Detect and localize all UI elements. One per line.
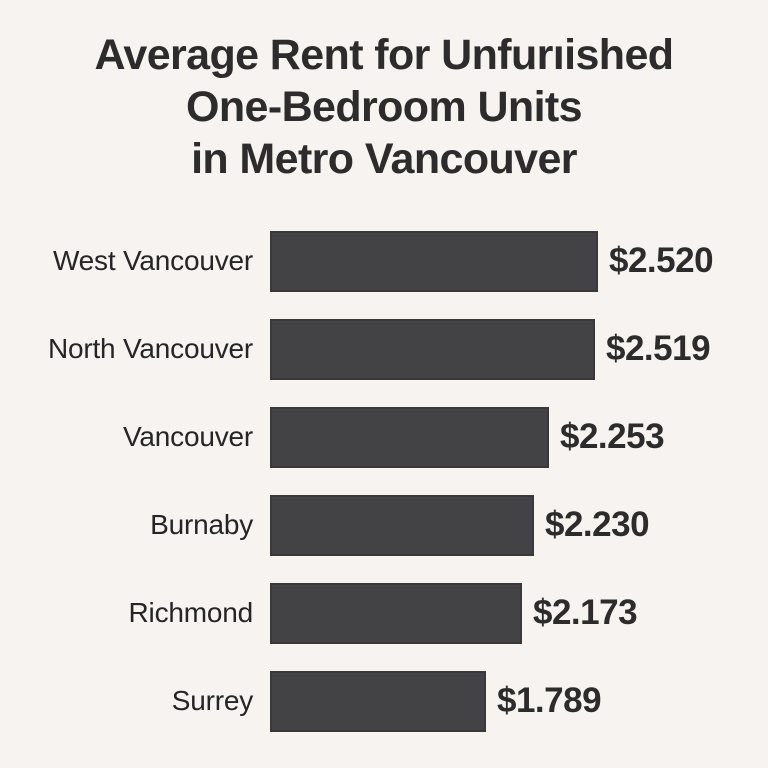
- bar-row: Richmond $2.173: [0, 569, 768, 657]
- value-label: $2.253: [560, 417, 665, 456]
- category-label: Vancouver: [123, 421, 253, 452]
- chart-title: Average Rent for Unfurıished One-Bedroom…: [0, 0, 768, 185]
- chart-title-line-3: in Metro Vancouver: [191, 135, 577, 183]
- bar-row: Surrey $1.789: [0, 657, 768, 745]
- bar-row: North Vancouver $2.519: [0, 305, 768, 393]
- value-label: $2.173: [533, 593, 638, 632]
- category-label: Burnaby: [150, 509, 253, 540]
- value-label: $1.789: [497, 681, 602, 720]
- category-label: Richmond: [128, 597, 254, 628]
- bar: [270, 406, 549, 468]
- bar: [270, 582, 522, 644]
- bar-row: Vancouver $2.253: [0, 393, 768, 481]
- value-label: $2.520: [609, 241, 714, 280]
- bar-chart: West Vancouver $2.520 North Vancouver $2…: [0, 217, 768, 745]
- bar-row: Burnaby $2.230: [0, 481, 768, 569]
- chart-title-line-2: One-Bedroom Units: [186, 83, 583, 131]
- category-label: Surrey: [171, 685, 253, 716]
- bar: [270, 670, 486, 732]
- bar: [270, 494, 534, 556]
- category-label: North Vancouver: [47, 333, 253, 364]
- value-label: $2.230: [545, 505, 650, 544]
- value-label: $2.519: [606, 329, 711, 368]
- bar-row: West Vancouver $2.520: [0, 217, 768, 305]
- category-label: West Vancouver: [52, 245, 253, 276]
- bar: [270, 230, 598, 292]
- chart-title-line-1: Average Rent for Unfurıished: [94, 31, 675, 79]
- bar: [270, 318, 595, 380]
